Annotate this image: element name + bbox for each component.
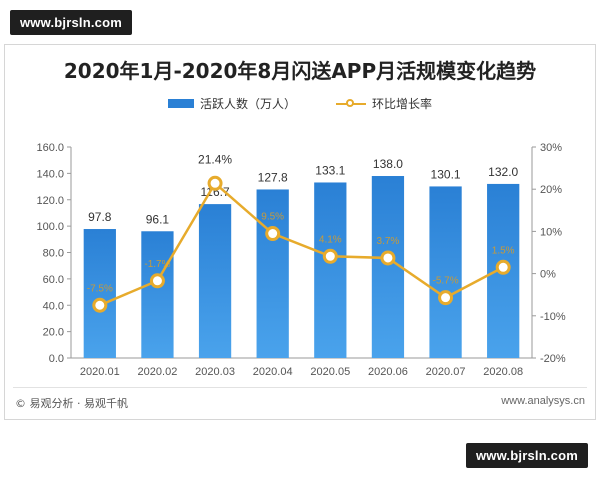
left-tick-label: 60.0: [43, 274, 64, 286]
growth-point-2020.06: [380, 250, 396, 266]
bar-2020.03: [198, 204, 232, 358]
watermark-bottom: www.bjrsln.com: [465, 443, 588, 468]
x-tick-label: 2020.07: [426, 366, 466, 378]
right-tick-label: 0%: [540, 269, 556, 281]
watermark-top: www.bjrsln.com: [10, 10, 133, 35]
right-tick-label: 10%: [540, 226, 562, 238]
chart-legend: 活跃人数（万人） 环比增长率: [5, 95, 595, 112]
left-tick-label: 100.0: [36, 221, 64, 233]
growth-point-2020.02: [149, 273, 165, 289]
bar-2020.06: [371, 176, 405, 358]
growth-point-2020.03: [207, 175, 223, 191]
footer-url: www.analysys.cn: [501, 395, 585, 407]
footer-source: © 易观分析 · 易观千帆: [15, 397, 128, 410]
percent-label: -1.7%: [144, 259, 170, 270]
percent-label: 4.1%: [319, 234, 342, 245]
x-tick-label: 2020.08: [483, 366, 523, 378]
left-tick-label: 120.0: [36, 195, 64, 207]
bar-2020.04: [256, 189, 289, 358]
bar-value-label: 97.8: [88, 210, 112, 224]
bar-value-label: 127.8: [258, 170, 288, 184]
percent-label: 9.5%: [261, 212, 284, 223]
footer-divider: [13, 387, 587, 388]
chart-plot: 0.0 20.0 40.0 60.0 80.0 100.0 120.0 140.0 160.0 -…: [36, 142, 566, 378]
growth-rate-line: [99, 181, 504, 307]
line-swatch-icon: [336, 98, 366, 110]
left-tick-label: 80.0: [43, 248, 64, 260]
growth-point-2020.05: [322, 248, 338, 264]
right-tick-label: -20%: [540, 353, 566, 365]
x-tick-label: 2020.04: [253, 366, 293, 378]
left-tick-label: 0.0: [49, 353, 64, 365]
chart-title: 2020年1月-2020年8月闪送APP月活规模变化趋势: [63, 59, 537, 83]
percent-label: 3.7%: [377, 236, 400, 247]
percent-label: -7.5%: [87, 283, 113, 294]
bar-2020.01: [83, 229, 116, 358]
bar-2020.02: [141, 231, 174, 358]
growth-point-2020.08: [495, 259, 511, 275]
legend-label-bar: 活跃人数（万人）: [199, 97, 296, 111]
legend-item-line: 环比增长率: [336, 95, 432, 112]
left-tick-label: 160.0: [36, 142, 64, 154]
legend-label-line: 环比增长率: [372, 97, 433, 111]
bar-value-label: 138.0: [373, 157, 403, 171]
bar-2020.05: [314, 182, 347, 358]
bar-value-label: 133.1: [315, 163, 345, 177]
right-tick-label: 20%: [540, 184, 562, 196]
growth-point-2020.04: [265, 226, 281, 242]
growth-point-2020.07: [438, 290, 454, 306]
x-tick-label: 2020.03: [195, 366, 235, 378]
left-tick-label: 140.0: [36, 168, 64, 180]
bar-value-label: 96.1: [146, 212, 170, 226]
left-tick-label: 20.0: [43, 327, 64, 339]
x-tick-label: 2020.06: [368, 366, 408, 378]
x-tick-label: 2020.01: [80, 366, 120, 378]
left-tick-label: 40.0: [43, 300, 64, 312]
growth-point-2020.01: [92, 297, 108, 313]
percent-label: -5.7%: [433, 276, 459, 287]
legend-item-bar: 活跃人数（万人）: [167, 95, 296, 112]
x-tick-label: 2020.02: [138, 366, 178, 378]
percent-label: 21.4%: [198, 152, 232, 166]
right-tick-label: 30%: [540, 142, 562, 154]
x-tick-label: 2020.05: [310, 366, 350, 378]
bar-value-label: 130.1: [431, 167, 461, 181]
bar-2020.07: [429, 186, 462, 358]
percent-label: 1.5%: [492, 245, 515, 256]
bar-value-label: 132.0: [488, 165, 518, 179]
chart-card: 2020年1月-2020年8月闪送APP月活规模变化趋势 活跃人数（万人） 环比…: [4, 44, 596, 420]
right-tick-label: -10%: [540, 311, 566, 323]
bar-swatch-icon: [167, 99, 194, 108]
